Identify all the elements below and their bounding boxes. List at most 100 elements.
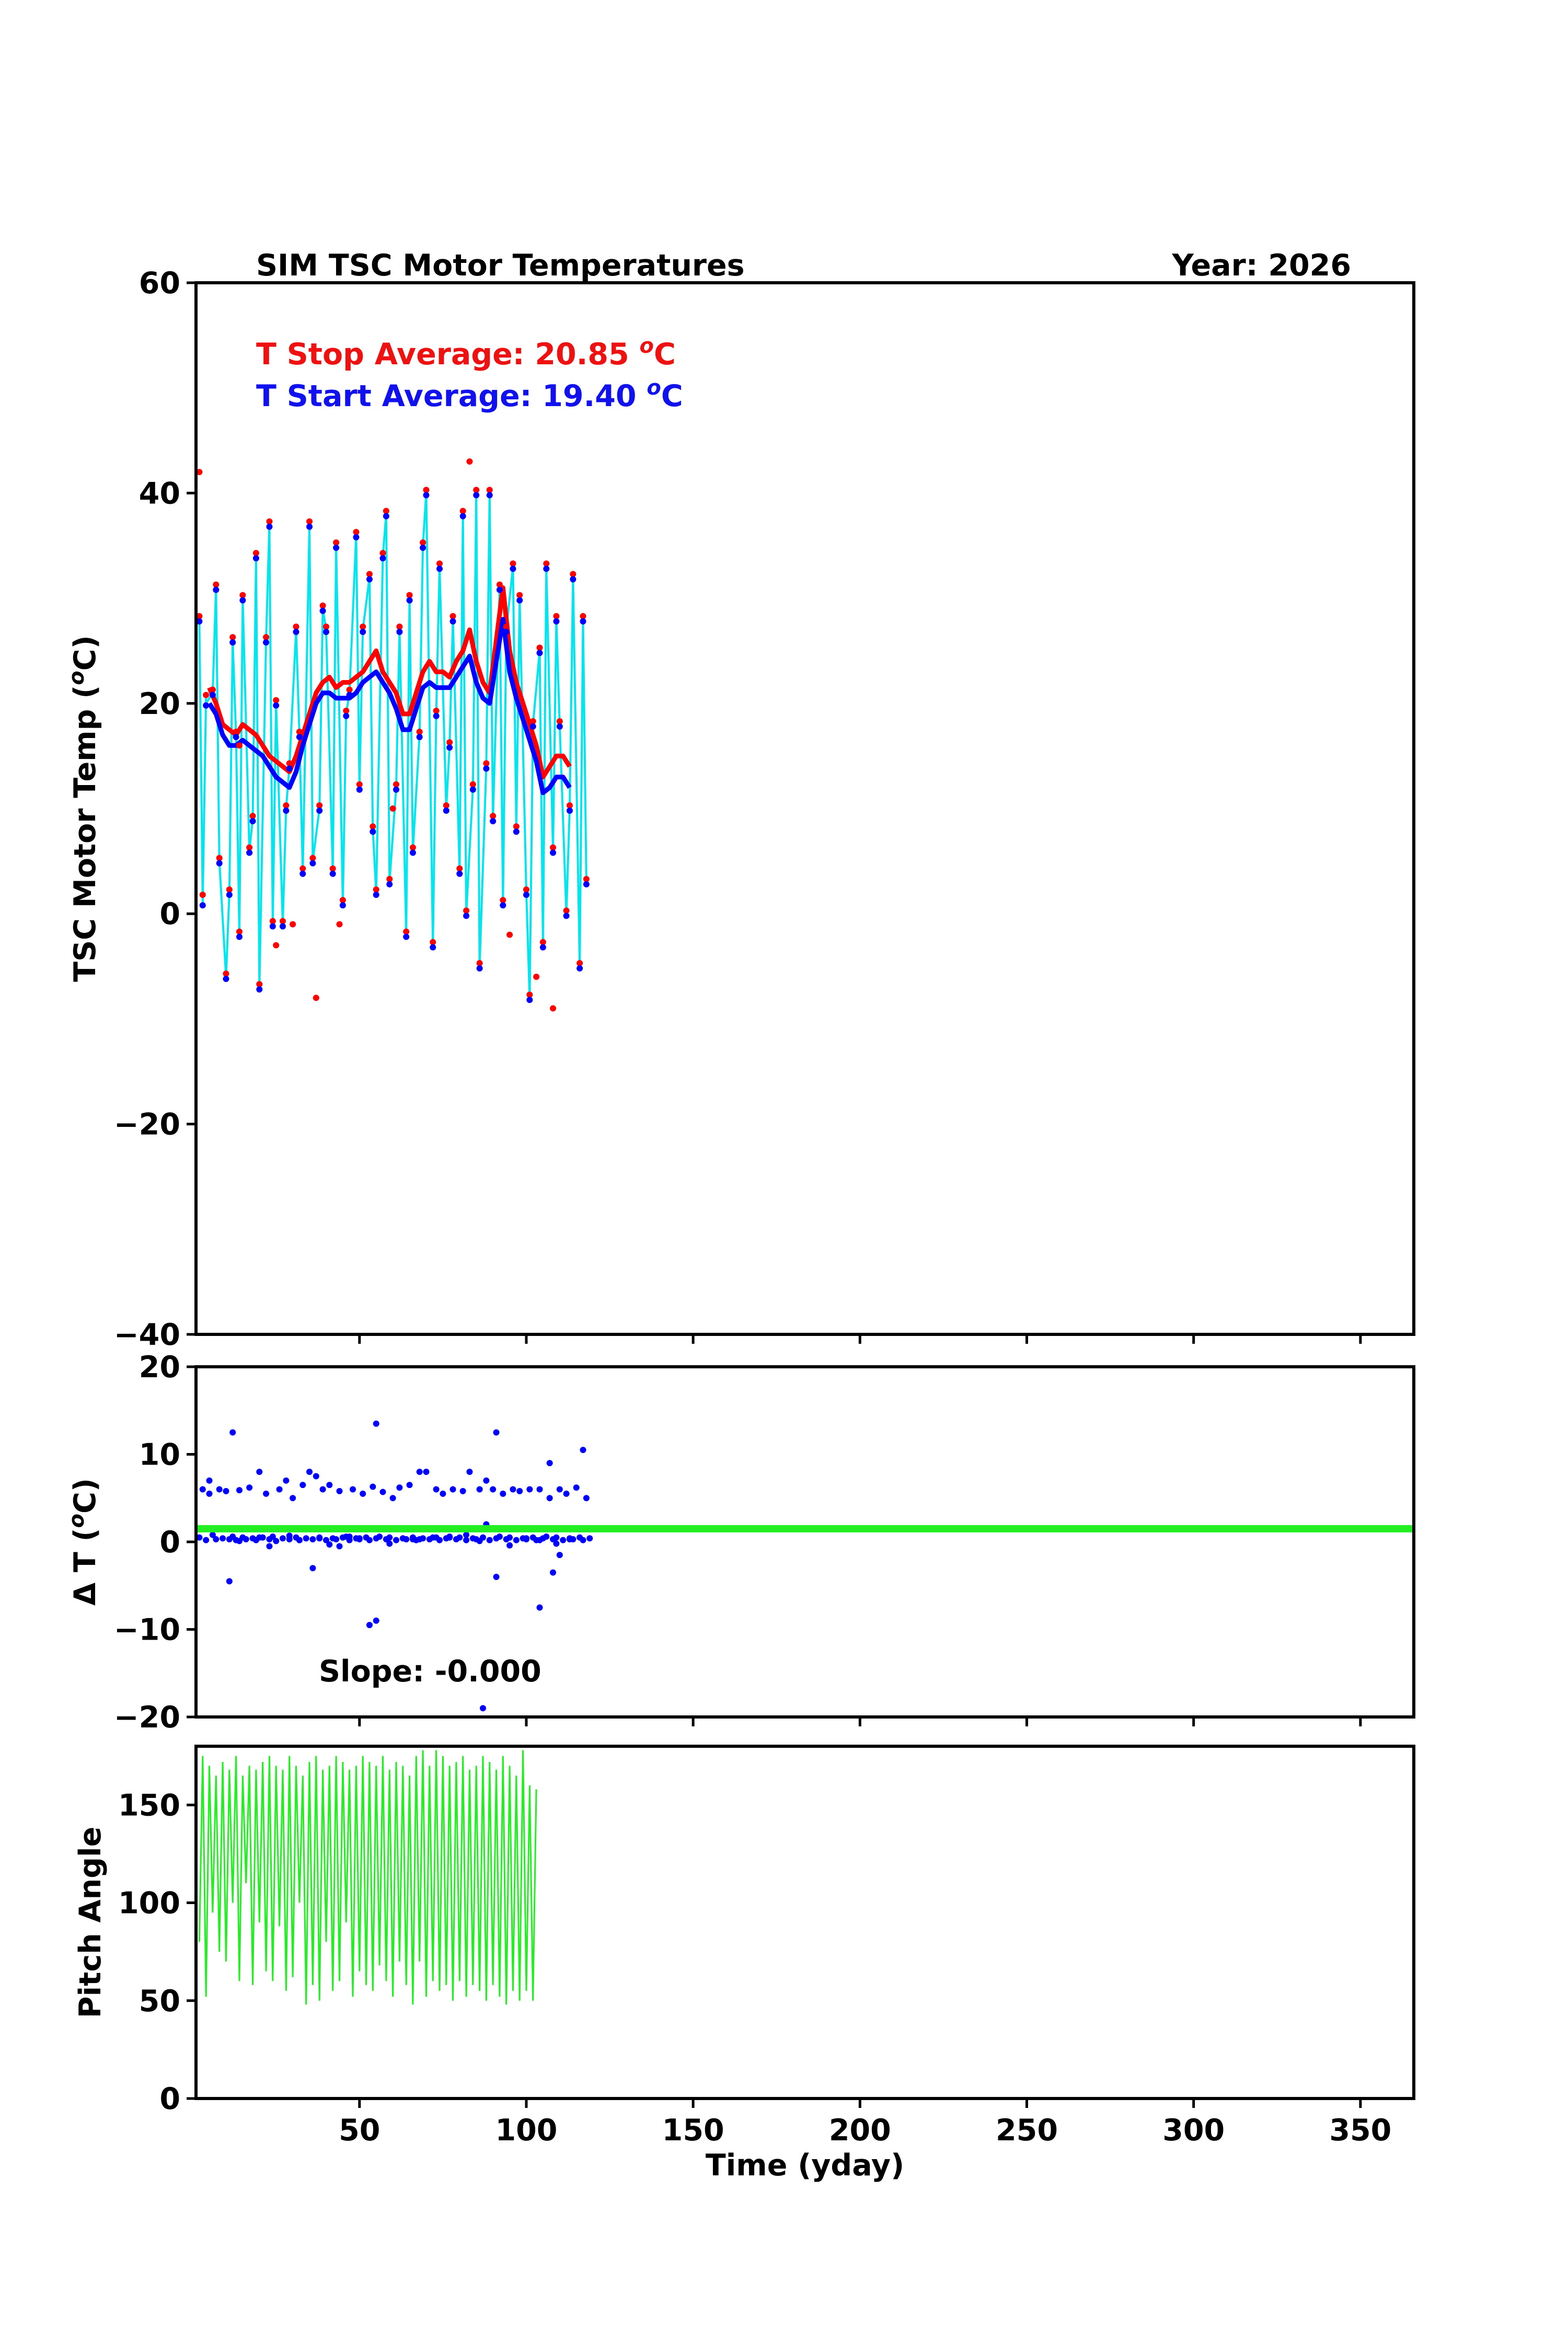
- start-point: [420, 545, 426, 551]
- delta-t-point: [496, 1533, 503, 1540]
- delta-t-point: [256, 1469, 263, 1475]
- start-point: [366, 576, 373, 583]
- start-point: [360, 628, 366, 635]
- delta-t-point: [433, 1534, 440, 1541]
- stop-point: [550, 844, 557, 851]
- start-point: [436, 566, 443, 572]
- delta-t-point: [416, 1536, 423, 1542]
- delta-t-point: [543, 1533, 550, 1540]
- delta-t-point: [286, 1532, 293, 1539]
- stop-point: [506, 931, 513, 938]
- stop-point: [249, 813, 256, 820]
- delta-t-point: [203, 1537, 210, 1543]
- stop-point: [353, 528, 360, 535]
- sample-link: [432, 713, 437, 946]
- start-point: [503, 628, 510, 635]
- stop-point: [283, 802, 290, 809]
- delta-t-point: [276, 1486, 283, 1493]
- stop-point: [216, 855, 223, 861]
- stop-point: [329, 865, 336, 872]
- sample-link: [528, 724, 534, 998]
- delta-t-point: [446, 1534, 453, 1541]
- sample-link: [288, 629, 297, 767]
- start-point: [249, 818, 256, 825]
- delta-t-point: [563, 1490, 570, 1497]
- sample-link: [275, 703, 284, 925]
- start-point: [319, 607, 326, 614]
- stop-point: [536, 644, 543, 651]
- delta-t-point: [523, 1535, 529, 1542]
- start-point: [486, 492, 493, 499]
- delta-t-point: [316, 1535, 323, 1542]
- delta-t-point: [303, 1535, 309, 1542]
- sample-link: [565, 808, 571, 914]
- start-point: [550, 849, 557, 856]
- start-point: [286, 765, 293, 772]
- sample-link: [488, 493, 494, 820]
- y-tick-label: −40: [114, 1318, 180, 1352]
- delta-t-point: [493, 1429, 500, 1436]
- sample-link: [568, 577, 574, 809]
- delta-t-point: [326, 1482, 333, 1489]
- sample-link: [341, 713, 348, 904]
- start-point: [299, 870, 306, 877]
- stop-point: [360, 623, 366, 630]
- delta-t-point: [283, 1477, 290, 1484]
- delta-t-point: [199, 1486, 206, 1493]
- delta-t-point: [526, 1486, 533, 1493]
- stop-point: [403, 928, 410, 935]
- start-point: [403, 933, 410, 940]
- sample-link: [425, 493, 434, 946]
- stop-point: [433, 707, 440, 714]
- stop-point: [529, 718, 536, 725]
- start-average-label: T Start Average: 19.40 oC: [256, 376, 683, 413]
- y-tick-label: 60: [139, 266, 180, 301]
- stop-point: [233, 729, 239, 735]
- sample-link: [325, 629, 334, 872]
- stop-point: [436, 560, 443, 567]
- delta-t-point: [479, 1705, 486, 1712]
- sample-link: [335, 545, 344, 904]
- start-point: [329, 870, 336, 877]
- start-point: [566, 808, 573, 814]
- stop-point: [553, 613, 560, 619]
- stop-point: [459, 508, 466, 514]
- sample-link: [532, 651, 541, 725]
- pitch-y-axis-label: Pitch Angle: [73, 1827, 108, 2018]
- sample-link: [478, 766, 488, 966]
- sample-link: [295, 629, 301, 735]
- start-point: [516, 597, 523, 604]
- sample-link: [462, 514, 468, 914]
- sample-link: [255, 556, 261, 988]
- start-point: [556, 723, 563, 730]
- y-tick-label: −20: [114, 1700, 180, 1735]
- stop-point: [523, 886, 529, 893]
- sample-link: [465, 787, 474, 914]
- sample-link: [555, 619, 561, 725]
- stop-point: [239, 592, 246, 598]
- delta-t-point: [216, 1486, 223, 1493]
- delta-t-point: [573, 1484, 580, 1491]
- delta-t-point: [403, 1536, 410, 1542]
- sample-link: [405, 598, 411, 935]
- start-point: [203, 702, 210, 709]
- delta-t-point: [566, 1536, 573, 1542]
- stop-point: [469, 781, 476, 788]
- start-point: [423, 492, 430, 499]
- sample-link: [302, 524, 311, 872]
- sample-link: [579, 619, 584, 966]
- delta-t-point: [493, 1574, 500, 1580]
- start-point: [309, 860, 316, 867]
- delta-t-point: [256, 1534, 263, 1541]
- delta-t-point: [449, 1486, 456, 1493]
- start-point: [483, 765, 490, 772]
- start-point: [500, 902, 506, 909]
- delta-t-point: [206, 1490, 213, 1497]
- stop-point: [316, 802, 323, 809]
- sample-link: [232, 640, 237, 735]
- stop-point: [366, 571, 373, 578]
- stop-point: [583, 875, 590, 882]
- temperature-y-axis-label: TSC Motor Temp (oC): [65, 635, 102, 982]
- delta-t-point: [350, 1486, 356, 1493]
- y-tick-label: 20: [139, 1350, 180, 1385]
